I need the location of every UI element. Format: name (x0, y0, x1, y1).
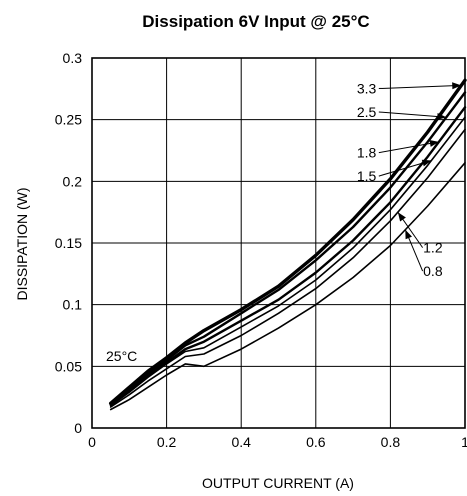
y-tick-label: 0.1 (63, 297, 83, 313)
series-line-1-8 (109, 106, 467, 406)
arrowhead-3-3 (452, 82, 462, 90)
x-tick-label: 0.6 (306, 434, 326, 450)
y-tick-labels: 0 0.05 0.1 0.15 0.2 0.25 0.3 (55, 50, 82, 436)
y-tick-label: 0.2 (63, 173, 83, 189)
y-tick-label: 0.15 (55, 235, 82, 251)
series-label-2-5: 2.5 (357, 104, 377, 120)
x-tick-label: 0.8 (381, 434, 401, 450)
arrowhead-0-8 (405, 229, 412, 240)
y-tick-label: 0.05 (55, 358, 82, 374)
y-axis-label: DISSIPATION (W) (14, 187, 30, 300)
x-tick-labels: 0 0.2 0.4 0.6 0.8 1 (88, 434, 467, 450)
x-tick-label: 1 (461, 434, 467, 450)
series-label-3-3: 3.3 (357, 81, 377, 97)
series-label-0-8: 0.8 (423, 263, 443, 279)
x-tick-label: 0 (88, 434, 96, 450)
plot-frame (91, 57, 466, 429)
y-tick-label: 0.25 (55, 112, 82, 128)
series-label-1-2: 1.2 (423, 240, 443, 256)
series-line-3-3 (109, 78, 467, 405)
series-line-0-8 (109, 162, 466, 411)
x-tick-label: 0.2 (157, 434, 177, 450)
leader-line-1-8 (378, 141, 439, 154)
leader-line-3-3 (378, 84, 462, 90)
series-labels: 3.3 2.5 1.8 1.5 1.2 0.8 (357, 81, 462, 279)
x-axis-label: OUTPUT CURRENT (A) (202, 475, 354, 491)
temperature-annotation: 25°C (106, 348, 137, 364)
y-tick-label: 0 (74, 420, 82, 436)
series-label-1-8: 1.8 (357, 145, 377, 161)
leader-line-1-5 (378, 160, 432, 177)
series-line-1-2 (109, 128, 466, 408)
series-label-1-5: 1.5 (357, 168, 377, 184)
arrowhead-1-8 (429, 140, 439, 147)
chart-title: Dissipation 6V Input @ 25°C (142, 12, 369, 31)
leader-line-2-5 (378, 111, 447, 118)
series-lines (109, 78, 467, 411)
y-tick-label: 0.3 (63, 50, 83, 66)
arrowhead-2-5 (437, 113, 447, 120)
x-tick-label: 0.4 (231, 434, 251, 450)
arrowhead-1-5 (421, 159, 432, 167)
arrowhead-1-2 (397, 212, 406, 222)
series-line-2-5 (109, 91, 467, 406)
series-line-1-5 (109, 116, 466, 407)
